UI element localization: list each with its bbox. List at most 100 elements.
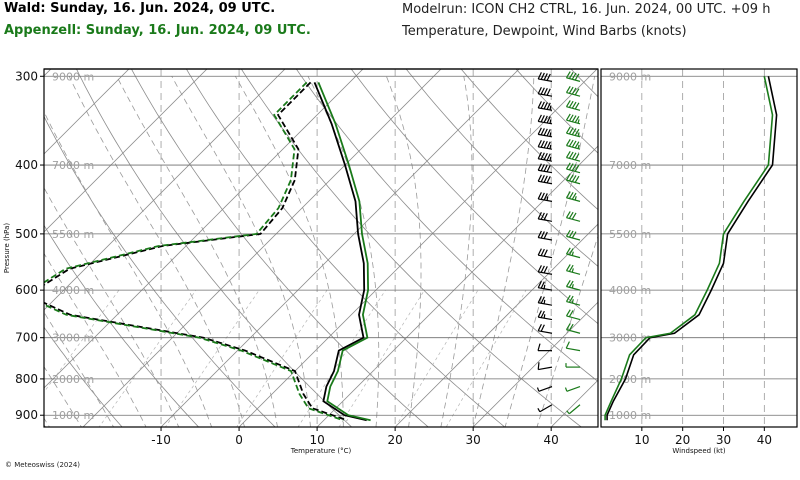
wald-windspeed-line — [606, 76, 778, 421]
isotherm — [316, 145, 598, 427]
wind-barb-station1 — [537, 151, 553, 162]
wind-barb-station2 — [565, 211, 581, 222]
wind-barb-station1 — [537, 101, 553, 111]
mixing-ratio-line — [98, 289, 197, 427]
moist-adiabat — [440, 76, 473, 427]
wind-barb-station2 — [565, 150, 581, 162]
x-tick-label: 30 — [466, 433, 481, 447]
wind-x-tick-label: 40 — [757, 433, 772, 447]
appenzell-windspeed-line — [604, 76, 774, 421]
isotherm — [238, 69, 598, 427]
wind-barb-station2 — [564, 385, 581, 392]
wind-barb-station1 — [537, 163, 553, 174]
wind-x-tick-label: 10 — [634, 433, 649, 447]
moist-adiabat — [536, 235, 598, 427]
isotherm — [472, 301, 598, 427]
station2-title: Appenzell: Sunday, 16. Jun. 2024, 09 UTC… — [4, 23, 311, 38]
dry-adiabat — [44, 326, 123, 427]
wind-barb-station1 — [537, 362, 553, 371]
wind-barb-station2 — [565, 162, 581, 174]
wind-barb-station1 — [537, 139, 553, 150]
mixing-ratio-line — [164, 289, 260, 427]
dry-adiabat — [666, 55, 800, 448]
wind-barb-station2 — [566, 404, 581, 415]
wind-barb-station1 — [537, 310, 553, 321]
dry-adiabat — [44, 224, 200, 427]
dry-adiabat — [515, 69, 598, 154]
wind-barb-station2 — [565, 71, 581, 82]
dry-adiabat — [775, 55, 800, 448]
x-tick-label: 40 — [544, 433, 559, 447]
wind-barb-station1 — [537, 265, 553, 275]
moist-adiabat — [44, 252, 147, 427]
wind-x-tick-label: 20 — [675, 433, 690, 447]
wind-barb-station2 — [565, 229, 581, 241]
wind-barb-station2 — [565, 295, 581, 306]
wind-barb-station1 — [537, 212, 553, 222]
skew-t-plot-area: 9000 m 7000 m 5500 m 4000 m 3000 m 2000 m 1000… — [44, 20, 800, 463]
dry-adiabat — [185, 69, 506, 427]
appenzell-dewpoint-line — [44, 81, 344, 422]
height-label: 4000 m — [52, 284, 94, 297]
x-axis-label: Temperature (°C) — [290, 447, 352, 455]
copyright-text: © Meteoswiss (2024) — [5, 461, 81, 469]
isotherm — [593, 20, 800, 463]
wind-barb-station1 — [537, 114, 553, 125]
wind-barb-station2 — [565, 363, 580, 368]
isotherm — [44, 69, 286, 311]
height-label: 2000 m — [609, 373, 651, 386]
x-tick-label: 0 — [235, 433, 243, 447]
wind-barb-station1 — [537, 404, 553, 413]
height-label: 1000 m — [609, 409, 651, 422]
moist-adiabat — [386, 76, 422, 427]
isotherm — [160, 69, 520, 427]
y-tick-label: 800 — [15, 372, 38, 386]
isotherm — [394, 223, 598, 427]
height-label: 4000 m — [609, 284, 651, 297]
mixing-ratio-line — [338, 289, 425, 427]
moist-adiabat — [44, 110, 213, 427]
wind-barb-station2 — [565, 279, 581, 291]
wind-barb-station1 — [537, 324, 553, 334]
height-label: 3000 m — [609, 332, 651, 345]
y-tick-label: 300 — [15, 69, 38, 83]
height-label: 1000 m — [52, 409, 94, 422]
wind-barb-station2 — [565, 191, 581, 202]
dry-adiabat — [130, 69, 429, 427]
dry-adiabat — [295, 69, 598, 382]
appenzell-temperature-line — [317, 82, 371, 422]
moist-adiabat — [472, 76, 535, 427]
y-tick-label: 500 — [15, 227, 38, 241]
y-tick-label: 700 — [15, 331, 38, 345]
mixing-ratio-line — [44, 289, 120, 393]
wind-barb-station2 — [565, 86, 581, 97]
dry-adiabat — [460, 69, 598, 211]
wald-temperature-line — [313, 82, 367, 422]
dry-adiabat — [44, 115, 276, 427]
wind-x-tick-label: 30 — [716, 433, 731, 447]
isotherm — [82, 69, 442, 427]
height-label: 7000 m — [609, 159, 651, 172]
dry-adiabat — [570, 69, 598, 98]
modelrun-label: Modelrun: ICON CH2 CTRL, 16. Jun. 2024, … — [402, 2, 771, 17]
wind-barb-station2 — [565, 173, 581, 185]
height-label: 2000 m — [52, 373, 94, 386]
y-tick-label: 400 — [15, 158, 38, 172]
dry-adiabat — [721, 55, 800, 448]
moist-adiabat — [504, 76, 595, 427]
isotherm — [44, 69, 208, 233]
wind-x-axis-label: Windspeed (kt) — [672, 447, 725, 455]
moist-adiabat — [68, 76, 245, 427]
height-label: 7000 m — [52, 159, 94, 172]
wind-barb-station2 — [565, 341, 581, 352]
wind-barb-station1 — [537, 280, 553, 291]
moist-adiabat — [116, 76, 278, 427]
moist-adiabat — [44, 186, 180, 427]
x-tick-label: 20 — [387, 433, 402, 447]
wind-barb-station2 — [565, 100, 581, 111]
height-label: 5500 m — [52, 228, 94, 241]
moist-adiabat — [171, 76, 311, 427]
moist-adiabat — [235, 76, 344, 427]
